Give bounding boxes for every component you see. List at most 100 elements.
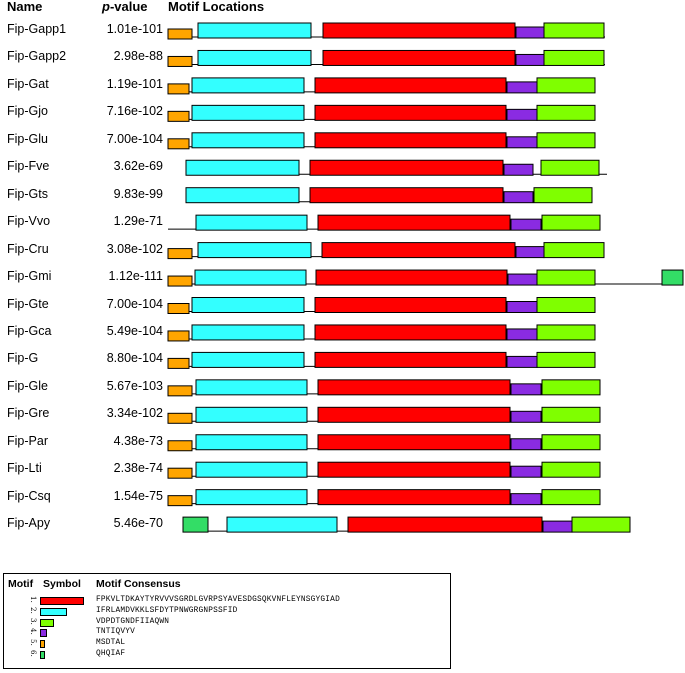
motif3-block [541, 379, 601, 396]
sequence-name: Fip-Gts [7, 186, 48, 201]
motif4-block [503, 163, 534, 176]
motif3-block [536, 77, 596, 94]
motif2-block [226, 516, 338, 533]
motif1-block [347, 516, 543, 533]
motif5-block [167, 83, 190, 95]
sequence-name: Fip-Gle [7, 378, 48, 393]
sequence-pvalue: 3.62e-69 [113, 159, 163, 174]
motif5-block [167, 55, 193, 67]
motif3-block [543, 242, 605, 259]
legend-consensus: QHQIAF [96, 650, 126, 658]
motif5-block [167, 138, 190, 150]
sequence-pvalue: 5.46e-70 [113, 516, 163, 531]
legend-symbol-swatch [40, 651, 45, 659]
motif3-block [571, 516, 631, 533]
motif4-block [510, 218, 542, 231]
motif3-block [541, 461, 601, 478]
legend-motif-number: 4. [29, 628, 37, 636]
sequence-pvalue: 1.01e-101 [106, 22, 163, 36]
motif5-block [167, 28, 193, 40]
motif5-block [167, 385, 193, 397]
motif4-block [506, 136, 538, 149]
sequence-name: Fip-Cru [7, 241, 49, 256]
sequence-name: Fip-Vvo [7, 214, 51, 229]
motif1-block [317, 434, 511, 451]
motif4-block [506, 355, 538, 368]
sequence-name: Fip-Gapp1 [7, 22, 67, 36]
motif2-block [195, 214, 308, 231]
pvalue-italic-p: p [102, 0, 110, 14]
sequence-pvalue: 5.67e-103 [106, 378, 163, 393]
motif1-block [314, 297, 507, 313]
sequence-name: Fip-Par [7, 433, 48, 448]
legend-consensus: TNTIQVYV [96, 628, 136, 637]
motif4-block [515, 26, 545, 39]
legend-consensus-header: Motif Consensus [96, 578, 181, 590]
legend-symbol-swatch [40, 618, 54, 627]
motif2-block [191, 324, 305, 341]
motif5-block [167, 495, 193, 507]
sequence-name: Fip-Gjo [7, 104, 48, 119]
sequence-pvalue: 8.80e-104 [106, 351, 163, 366]
sequence-pvalue: 1.19e-101 [106, 76, 163, 91]
sequence-name: Fip-Fve [7, 159, 50, 174]
motif1-block [322, 22, 516, 39]
sequence-pvalue: 7.16e-102 [106, 104, 163, 119]
motif-location-diagram [167, 22, 684, 533]
sequence-pvalue: 3.08e-102 [106, 241, 163, 256]
legend-motif-number: 2. [29, 606, 37, 614]
sequence-pvalue: 2.38e-74 [113, 461, 163, 476]
motif-locations-header: Motif Locations [168, 0, 265, 14]
sequence-name: Fip-Gat [7, 76, 49, 91]
sequence-name: Fip-Apy [7, 516, 51, 531]
legend-consensus: VDPDTGNDFIIAQWN [96, 617, 170, 626]
motif4-block [506, 108, 538, 121]
motif3-block [536, 351, 596, 368]
motif2-block [194, 269, 307, 286]
motif4-block [510, 438, 542, 451]
motif3-block [533, 187, 593, 204]
sequence-pvalue: 2.98e-88 [113, 49, 163, 64]
legend-symbol-swatch [40, 597, 84, 605]
motif1-block [314, 104, 507, 121]
motif3-block [536, 269, 596, 286]
motif1-block [314, 324, 507, 341]
sequence-pvalue: 5.49e-104 [106, 323, 163, 338]
motif6-block [661, 269, 684, 286]
motif5-block [167, 303, 190, 314]
motif3-block [536, 324, 596, 341]
legend-consensus: FPKVLTDKAYTYRVVVSGRDLGVRPSYAVESDGSQKVNFL… [96, 596, 340, 604]
motif1-block [315, 269, 508, 286]
legend-symbol-header: Symbol [43, 578, 81, 590]
sequence-pvalue: 4.38e-73 [113, 433, 163, 448]
motif2-block [195, 461, 308, 478]
motif5-block [167, 440, 193, 452]
legend-consensus: IFRLAMDVKKLSFDYTPNWGRGNPSSFID [96, 606, 238, 615]
motif1-block [317, 406, 511, 423]
motif5-block [167, 248, 193, 260]
sequence-name: Fip-G [7, 351, 39, 366]
motif3-block [541, 489, 601, 506]
motif2-block [185, 159, 300, 176]
motif2-block [191, 297, 305, 313]
motif3-block [536, 104, 596, 121]
legend-symbol-swatch [40, 640, 45, 649]
legend-motif-header: Motif [8, 578, 34, 590]
motif4-block [506, 328, 538, 341]
motif1-block [309, 187, 504, 204]
motif-legend: Motif Symbol Motif Consensus 1. FPKVLTDKA… [3, 573, 451, 669]
motif4-block [506, 81, 538, 94]
motif4-block [503, 191, 534, 204]
legend-motif-number: 3. [29, 617, 37, 625]
motif3-block [541, 214, 601, 231]
motif6-block [182, 516, 209, 533]
sequence-pvalue: 7.00e-104 [106, 131, 163, 146]
motif1-block [317, 214, 511, 231]
motif4-block [510, 493, 542, 506]
motif4-block [506, 301, 538, 313]
motif2-block [197, 49, 312, 66]
motif2-block [191, 104, 305, 121]
motif4-block [510, 465, 542, 478]
sequence-pvalue: 9.83e-99 [113, 186, 163, 201]
pvalue-column-header: p-value [102, 0, 148, 14]
